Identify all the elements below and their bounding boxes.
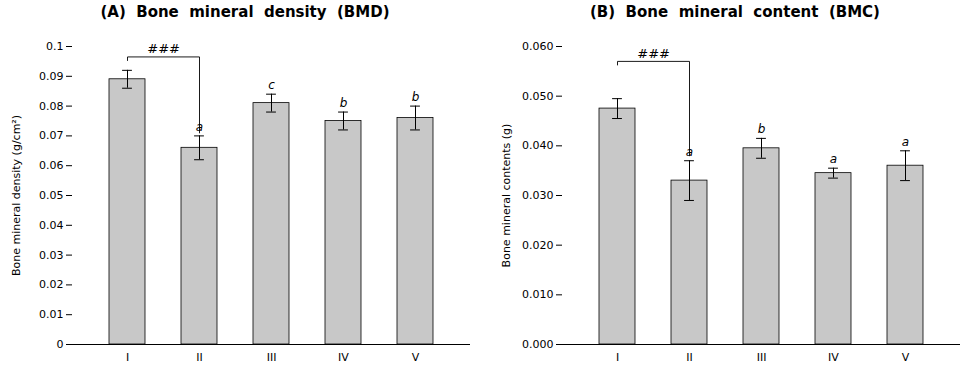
svg-text:0.05: 0.05 — [39, 189, 64, 202]
svg-text:V: V — [902, 351, 910, 364]
svg-text:0.08: 0.08 — [39, 100, 64, 113]
svg-text:b: b — [758, 122, 766, 136]
svg-text:0.03: 0.03 — [39, 249, 64, 262]
svg-text:0.07: 0.07 — [39, 129, 64, 142]
svg-text:0.01: 0.01 — [39, 308, 64, 321]
svg-text:b: b — [340, 96, 348, 110]
svg-text:c: c — [268, 78, 275, 92]
svg-text:0.060: 0.060 — [522, 40, 554, 53]
svg-text:0: 0 — [57, 338, 64, 351]
svg-text:Bone mineral density (g/cm²): Bone mineral density (g/cm²) — [10, 115, 23, 276]
svg-text:V: V — [412, 351, 420, 364]
svg-text:0.040: 0.040 — [522, 139, 554, 152]
svg-text:0.1: 0.1 — [46, 40, 64, 53]
svg-text:0.010: 0.010 — [522, 288, 554, 301]
html-text:(A) Bone mineral density (BMD): (A) Bone mineral density (BMD) — [100, 3, 390, 21]
svg-text:###: ### — [147, 41, 180, 56]
html-text:(B) Bone mineral content (BMC): (B) Bone mineral content (BMC) — [590, 3, 880, 21]
svg-text:0.000: 0.000 — [522, 338, 554, 351]
svg-text:0.09: 0.09 — [39, 70, 64, 83]
svg-text:b: b — [412, 90, 420, 104]
svg-text:Bone mineral contents (g): Bone mineral contents (g) — [500, 124, 513, 268]
svg-text:IV: IV — [338, 351, 349, 364]
svg-text:###: ### — [637, 46, 670, 61]
svg-text:a: a — [830, 152, 837, 166]
svg-text:a: a — [902, 135, 909, 149]
svg-text:I: I — [126, 351, 129, 364]
svg-text:0.02: 0.02 — [39, 278, 64, 291]
svg-text:0.050: 0.050 — [522, 90, 554, 103]
svg-text:0.06: 0.06 — [39, 159, 64, 172]
svg-text:III: III — [267, 351, 277, 364]
svg-text:a: a — [685, 144, 694, 159]
svg-text:I: I — [616, 351, 619, 364]
svg-text:a: a — [195, 119, 204, 134]
svg-text:IV: IV — [828, 351, 839, 364]
svg-text:0.04: 0.04 — [39, 219, 64, 232]
svg-text:III: III — [757, 351, 767, 364]
svg-text:0.030: 0.030 — [522, 189, 554, 202]
svg-text:II: II — [196, 351, 203, 364]
svg-text:0.020: 0.020 — [522, 239, 554, 252]
svg-text:II: II — [686, 351, 693, 364]
